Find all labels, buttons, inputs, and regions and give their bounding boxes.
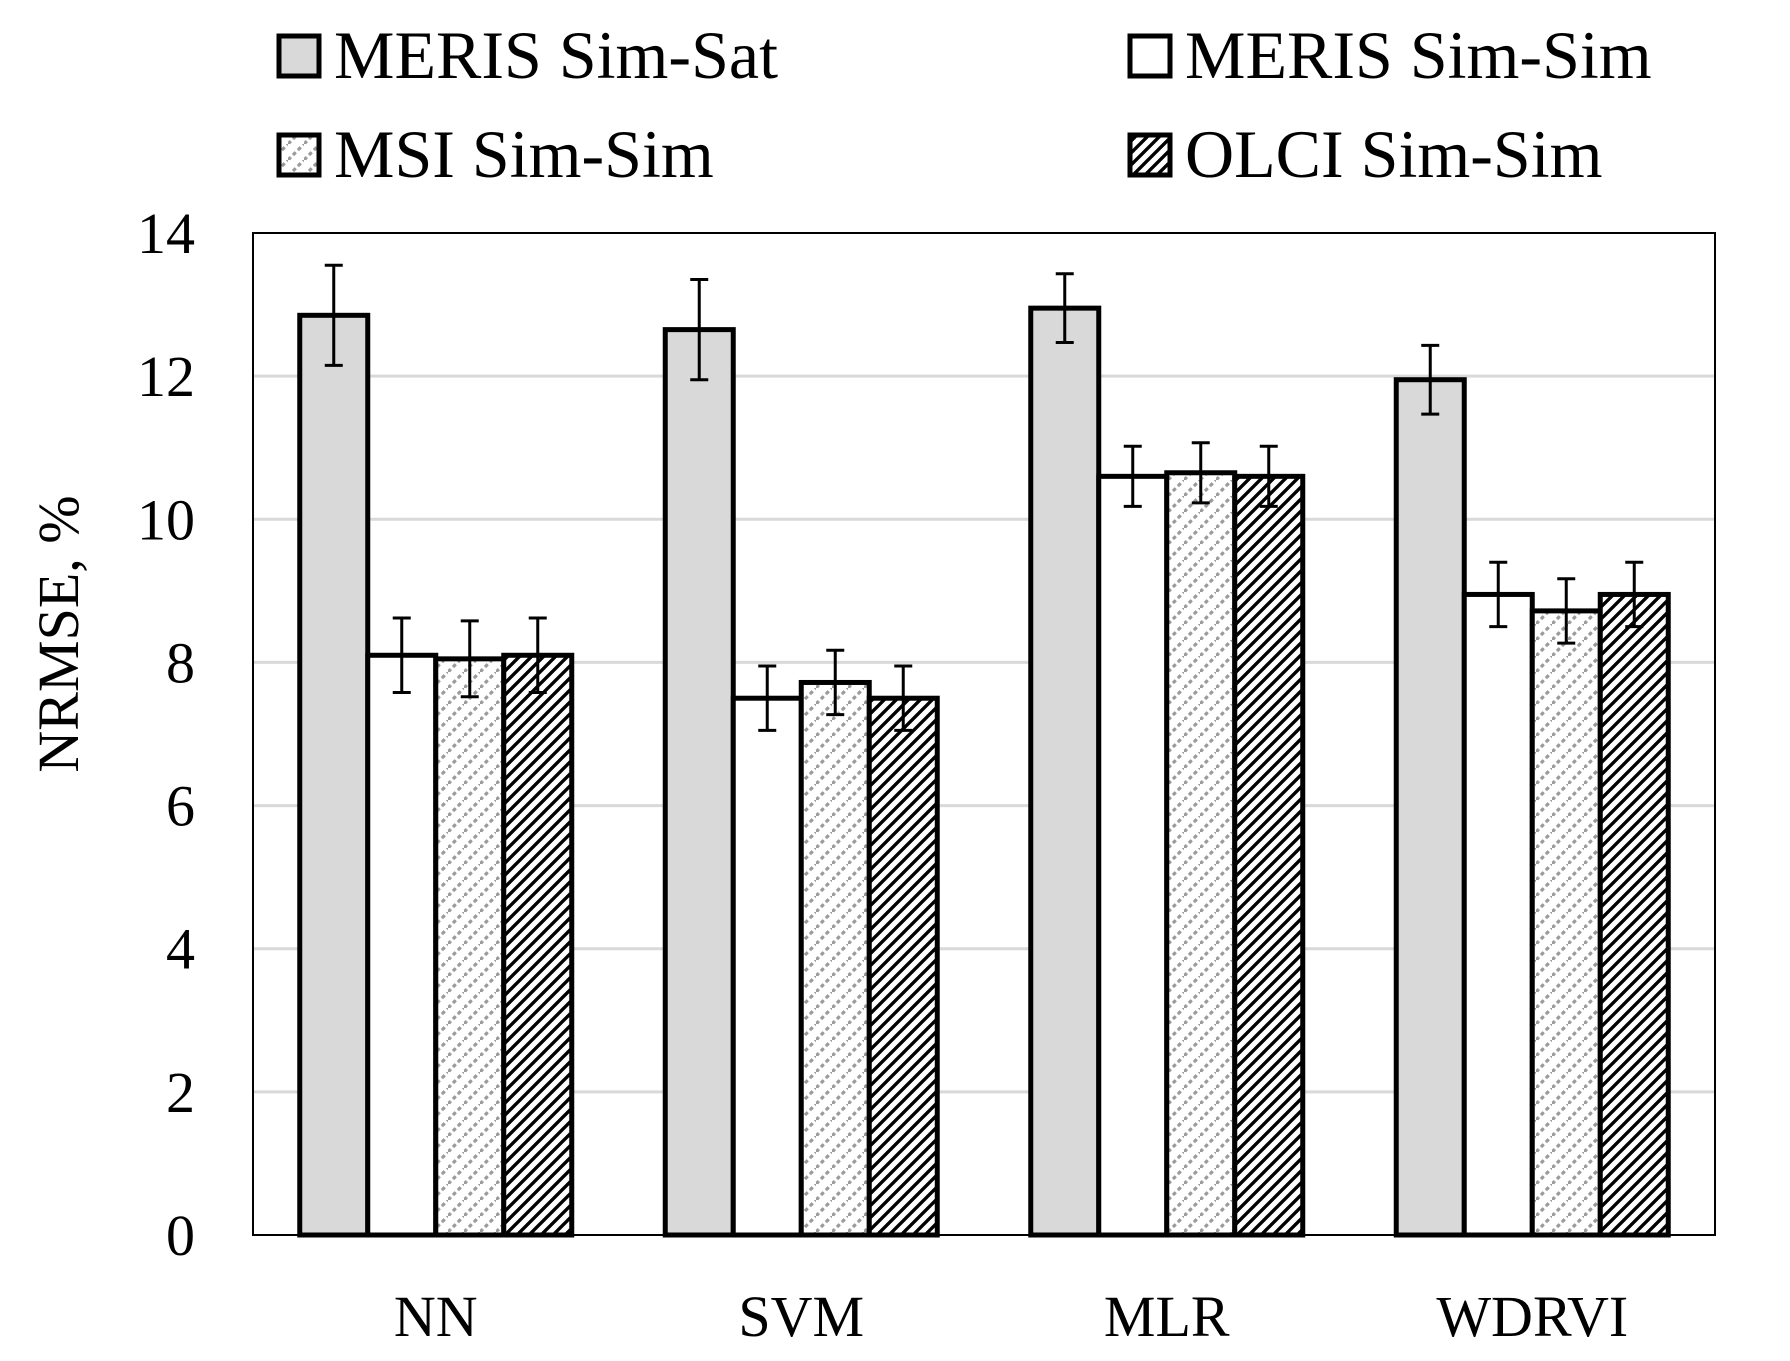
bar-meris-sim-sat-nn <box>297 312 371 1238</box>
y-axis-ticks: 0 2 4 6 8 10 12 14 <box>137 201 195 1268</box>
y-tick-label: 10 <box>137 487 195 552</box>
legend: MERIS Sim-Sat MERIS Sim-Sim MSI Sim-Sim OLC… <box>276 17 1652 192</box>
error-bar <box>690 278 709 382</box>
plot-area-border <box>252 232 1716 1236</box>
y-tick-label: 0 <box>166 1203 195 1268</box>
y-tick-label: 2 <box>166 1060 195 1125</box>
legend-swatch <box>276 33 322 79</box>
error-bar <box>392 616 411 694</box>
bar-meris-sim-sat-svm <box>662 327 736 1238</box>
legend-item: MSI Sim-Sim <box>276 116 714 192</box>
legend-label: MERIS Sim-Sat <box>334 17 778 93</box>
bar-msi-sim-sim-wdrvi <box>1529 608 1603 1238</box>
legend-swatch <box>276 132 322 178</box>
y-tick-label: 4 <box>166 917 195 982</box>
error-bar <box>1055 272 1074 345</box>
bar-meris-sim-sim-mlr <box>1096 473 1170 1238</box>
bar-meris-sim-sim-wdrvi <box>1461 591 1535 1238</box>
x-tick-label: MLR <box>1104 1284 1230 1349</box>
bar-meris-sim-sat-mlr <box>1028 305 1102 1238</box>
error-bar <box>826 648 845 717</box>
bar-meris-sim-sim-svm <box>730 695 804 1238</box>
error-bar <box>1123 444 1142 508</box>
y-tick-label: 6 <box>166 774 195 839</box>
bar-msi-sim-sim-svm <box>798 679 872 1238</box>
error-bar <box>758 664 777 732</box>
bar-meris-sim-sat-wdrvi <box>1393 377 1467 1238</box>
error-bar <box>1625 560 1644 629</box>
error-bars <box>324 263 1644 732</box>
x-axis-ticks: NN SVM MLR WDRVI <box>394 1284 1628 1349</box>
bar-olci-sim-sim-mlr <box>1232 473 1306 1238</box>
y-tick-label: 8 <box>166 630 195 695</box>
bar-olci-sim-sim-svm <box>866 695 940 1238</box>
error-bar <box>894 664 913 732</box>
bar-meris-sim-sim-nn <box>365 652 439 1238</box>
error-bar <box>1489 560 1508 629</box>
legend-swatch <box>1127 132 1173 178</box>
error-bar <box>528 616 547 694</box>
legend-label: MERIS Sim-Sim <box>1185 17 1652 93</box>
y-tick-label: 12 <box>137 344 195 409</box>
legend-swatch <box>1127 33 1173 79</box>
bars <box>297 305 1671 1238</box>
error-bar <box>1191 441 1210 505</box>
legend-item: MERIS Sim-Sat <box>276 17 778 93</box>
legend-label: OLCI Sim-Sim <box>1185 116 1603 192</box>
error-bar <box>324 263 343 367</box>
error-bar <box>460 619 479 699</box>
legend-label: MSI Sim-Sim <box>334 116 714 192</box>
error-bar <box>1259 444 1278 508</box>
legend-item: OLCI Sim-Sim <box>1127 116 1603 192</box>
bar-msi-sim-sim-nn <box>433 656 507 1238</box>
legend-item: MERIS Sim-Sim <box>1127 17 1652 93</box>
error-bar <box>1421 343 1440 416</box>
error-bar <box>1557 577 1576 645</box>
bar-olci-sim-sim-nn <box>501 652 575 1238</box>
bar-olci-sim-sim-wdrvi <box>1597 591 1671 1238</box>
y-tick-label: 14 <box>137 201 195 266</box>
x-tick-label: WDRVI <box>1436 1284 1628 1349</box>
bar-msi-sim-sim-mlr <box>1164 470 1238 1238</box>
x-tick-label: NN <box>394 1284 478 1349</box>
x-tick-label: SVM <box>738 1284 864 1349</box>
y-axis-label: NRMSE, % <box>26 495 91 772</box>
